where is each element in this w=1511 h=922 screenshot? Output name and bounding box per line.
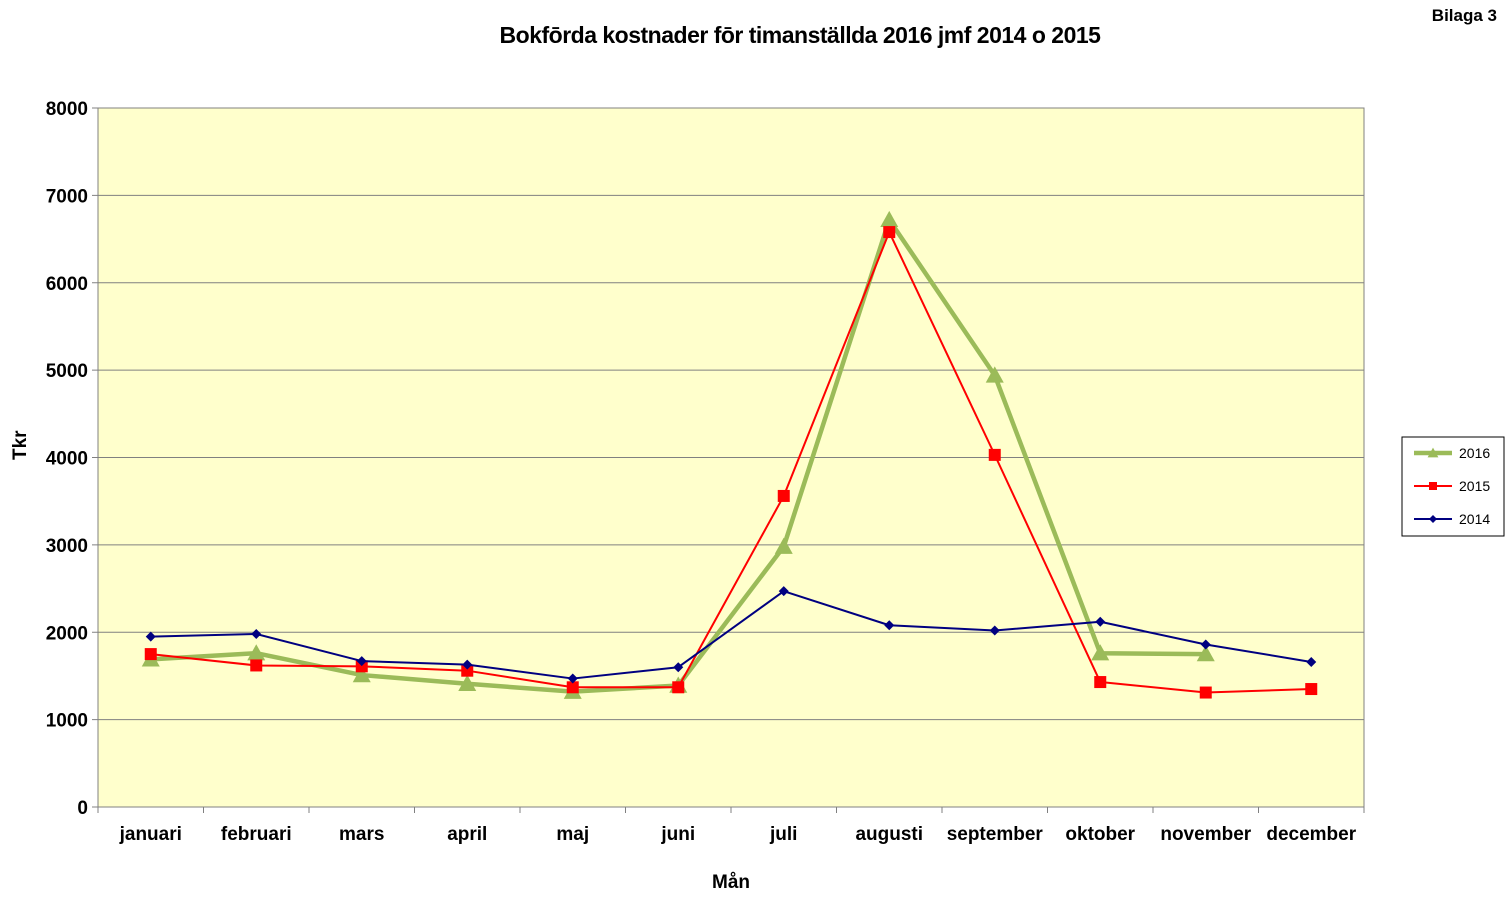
data-point-2016 [458, 674, 477, 692]
data-point-2014 [884, 620, 895, 631]
y-tick-label: 1000 [46, 711, 88, 732]
y-tick-label: 8000 [46, 99, 88, 120]
legend-marker-2016 [1427, 447, 1439, 458]
x-tick-label: september [947, 824, 1044, 845]
data-point-2015 [672, 681, 685, 694]
data-point-2015 [566, 681, 579, 694]
x-tick-label: oktober [1065, 824, 1135, 845]
y-axis-label: Tkr [10, 430, 31, 460]
data-point-2015 [250, 659, 263, 672]
y-tick-label: 3000 [46, 536, 88, 557]
data-point-2014 [778, 586, 789, 597]
chart-title: Bokfōrda kostnader fōr timanställda 2016… [499, 22, 1101, 48]
data-point-2014 [356, 656, 367, 667]
legend-marker-2015 [1429, 482, 1437, 490]
data-point-2014 [567, 673, 578, 684]
x-tick-label: februari [221, 824, 292, 845]
y-tick-label: 7000 [46, 186, 88, 207]
legend-label-2016: 2016 [1459, 445, 1490, 461]
data-point-2014 [145, 631, 156, 642]
data-point-2014 [251, 628, 262, 639]
y-tick-label: 0 [77, 798, 88, 819]
x-tick-label: juli [769, 824, 797, 845]
data-point-2016 [880, 210, 899, 228]
legend-label-2015: 2015 [1459, 478, 1490, 494]
data-point-2015 [883, 226, 896, 239]
x-tick-label: maj [556, 824, 589, 845]
data-point-2014 [1200, 639, 1211, 650]
data-point-2016 [1196, 645, 1215, 662]
series-line-2014 [150, 590, 1312, 680]
data-point-2015 [1305, 683, 1318, 696]
appendix-label: Bilaga 3 [1431, 6, 1497, 25]
data-point-2015 [144, 648, 157, 661]
legend-marker-2014 [1429, 515, 1437, 523]
x-axis-label: Mån [712, 872, 750, 893]
x-tick-label: augusti [855, 824, 923, 845]
data-point-2014 [1095, 616, 1106, 627]
x-tick-label: mars [339, 824, 384, 845]
x-tick-label: juni [660, 824, 695, 845]
data-point-2014 [1306, 656, 1317, 667]
x-tick-label: april [447, 824, 487, 845]
data-point-2016 [1091, 644, 1110, 661]
data-point-2015 [461, 664, 474, 677]
data-point-2015 [1199, 686, 1212, 699]
data-point-2016 [247, 644, 266, 661]
data-point-2014 [462, 659, 473, 670]
data-point-2015 [988, 448, 1001, 461]
data-point-2014 [989, 625, 1000, 636]
y-tick-label: 4000 [46, 449, 88, 470]
data-point-2016 [352, 666, 371, 683]
x-tick-label: december [1266, 824, 1356, 845]
data-point-2015 [355, 660, 368, 673]
legend-label-2014: 2014 [1459, 511, 1490, 527]
series-line-2015 [150, 231, 1312, 694]
y-tick-label: 5000 [46, 361, 88, 382]
data-point-2016 [774, 537, 793, 554]
x-tick-label: januari [119, 824, 182, 845]
data-point-2016 [985, 366, 1004, 383]
y-tick-label: 2000 [46, 623, 88, 644]
x-tick-label: november [1160, 824, 1251, 845]
data-point-2015 [1094, 676, 1107, 689]
data-point-2015 [777, 489, 790, 502]
data-point-2014 [673, 662, 684, 673]
y-tick-label: 6000 [46, 274, 88, 295]
